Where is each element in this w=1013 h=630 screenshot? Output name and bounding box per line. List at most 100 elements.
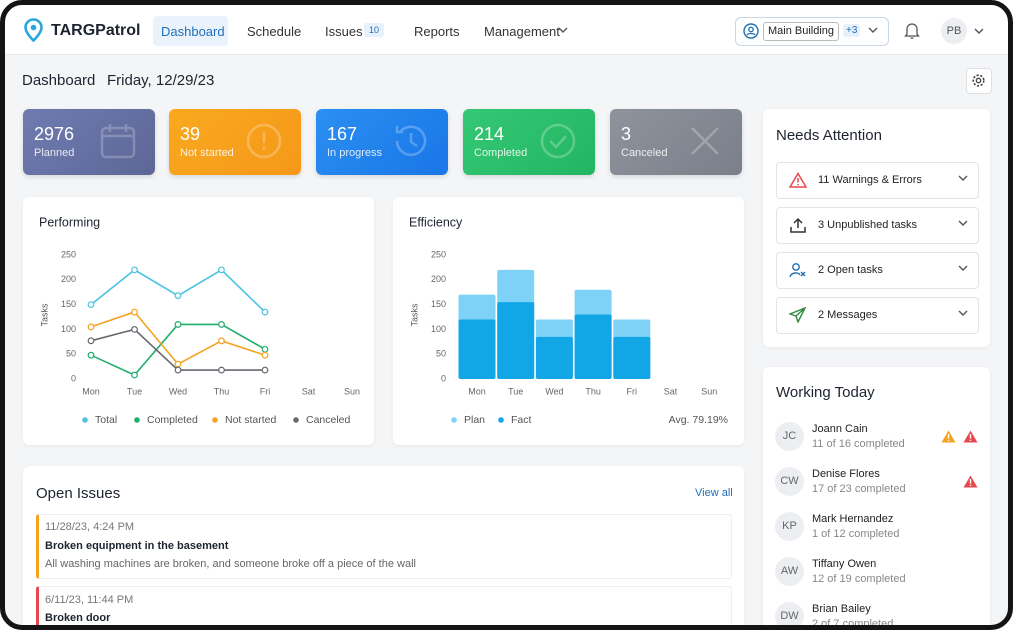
section-title: Needs Attention xyxy=(776,127,882,144)
y-tick-label: 150 xyxy=(431,299,446,309)
stat-card[interactable]: 167 In progress xyxy=(316,109,448,175)
y-tick-label: 250 xyxy=(61,249,76,259)
badge: 10 xyxy=(364,23,385,37)
nav-item[interactable]: Issues xyxy=(325,24,363,39)
attention-item[interactable]: 3 Unpublished tasks xyxy=(776,207,979,244)
legend-marker xyxy=(293,417,299,423)
person-name[interactable]: Tiffany Owen xyxy=(812,558,877,570)
point xyxy=(261,308,269,316)
point xyxy=(174,360,182,368)
nav-item[interactable]: Management xyxy=(484,24,560,39)
person-progress: 1 of 12 completed xyxy=(812,528,900,540)
error-icon xyxy=(963,475,978,488)
point xyxy=(131,308,138,316)
issue-item[interactable] xyxy=(36,586,732,630)
point xyxy=(131,325,138,333)
upload-icon xyxy=(790,217,806,233)
legend-marker xyxy=(134,417,140,423)
stat-card[interactable]: 3 Canceled xyxy=(610,109,742,175)
y-axis-label: Tasks xyxy=(409,303,419,327)
point xyxy=(174,366,182,374)
attention-item[interactable]: 11 Warnings & Errors xyxy=(776,162,979,199)
issue-title: Broken door xyxy=(45,612,111,624)
issue-date: 6/11/23, 11:44 PM xyxy=(45,594,134,606)
section-title: Open Issues xyxy=(36,485,121,502)
nav-item[interactable]: Reports xyxy=(414,24,460,39)
bar xyxy=(458,319,496,379)
x-tick-label: Sun xyxy=(344,386,360,396)
issue-date: 11/28/23, 4:24 PM xyxy=(45,521,135,533)
x-tick-label: Fri xyxy=(627,386,638,396)
logo-icon xyxy=(24,18,43,42)
point xyxy=(131,371,138,379)
legend-marker xyxy=(451,417,457,423)
point xyxy=(218,337,225,345)
point xyxy=(261,345,269,353)
point xyxy=(218,366,225,374)
avatar: KP xyxy=(775,512,804,541)
brand: TARGPatrol xyxy=(51,22,141,39)
point xyxy=(87,337,95,345)
stat-card[interactable]: 2976 Planned xyxy=(23,109,155,175)
bell-icon[interactable] xyxy=(904,21,920,40)
attention-item[interactable]: 2 Messages xyxy=(776,297,979,334)
stat-card[interactable]: 39 Not started xyxy=(169,109,301,175)
x-tick-label: Tue xyxy=(127,386,142,396)
issue-text: All washing machines are broken, and som… xyxy=(45,558,416,570)
x-tick-label: Fri xyxy=(260,386,271,396)
stat-label: Canceled xyxy=(621,147,668,159)
point xyxy=(87,323,95,331)
chevron xyxy=(958,220,968,226)
error-icon xyxy=(963,430,978,443)
point xyxy=(261,351,269,359)
person-name[interactable]: Joann Cain xyxy=(812,423,868,435)
location-name: Main Building xyxy=(763,22,840,41)
person-name[interactable]: Denise Flores xyxy=(812,468,880,480)
user-avatar[interactable]: PB xyxy=(941,18,967,44)
x-tick-label: Thu xyxy=(214,386,230,396)
chart: Performing Tasks 0 50 100 150 200 250 Mon Tue Wed T… xyxy=(39,215,360,426)
y-tick-label: 100 xyxy=(431,324,446,334)
x-tick-label: Thu xyxy=(585,386,601,396)
warning-icon xyxy=(941,430,956,443)
point xyxy=(218,321,225,328)
nav-item[interactable]: Schedule xyxy=(247,24,302,39)
point xyxy=(174,292,182,300)
bar xyxy=(497,302,535,379)
stat-icon xyxy=(246,123,282,159)
chevron xyxy=(558,27,568,33)
user-x-icon xyxy=(789,263,806,278)
x-tick-label: Sat xyxy=(664,386,678,396)
point xyxy=(87,301,95,308)
stat-icon xyxy=(395,125,427,157)
page-title: Dashboard xyxy=(22,72,96,89)
stat-card[interactable]: 214 Completed xyxy=(463,109,595,175)
y-tick-label: 50 xyxy=(436,349,446,359)
attention-item[interactable]: 2 Open tasks xyxy=(776,252,979,289)
legend-label: Plan xyxy=(464,414,485,426)
working-card xyxy=(763,367,990,630)
stat-value: 2976 xyxy=(34,124,75,144)
location-selector[interactable] xyxy=(735,17,889,46)
person-progress: 11 of 16 completed xyxy=(812,438,905,450)
stat-label: Completed xyxy=(474,147,528,159)
legend-marker xyxy=(212,417,218,423)
person-name[interactable]: Mark Hernandez xyxy=(812,513,894,525)
issue-item[interactable] xyxy=(36,514,732,579)
page-date: Friday, 12/29/23 xyxy=(107,72,215,89)
send-icon xyxy=(789,307,807,323)
stat-label: Not started xyxy=(180,147,234,159)
avatar: AW xyxy=(775,557,804,586)
person-name[interactable]: Brian Bailey xyxy=(812,603,871,615)
chart-title: Performing xyxy=(39,215,100,229)
settings-button[interactable] xyxy=(966,68,992,94)
chevron xyxy=(958,265,968,271)
view-all-link[interactable]: View all xyxy=(695,487,733,499)
warning-icon xyxy=(789,172,807,188)
y-tick-label: 50 xyxy=(66,349,76,359)
nav-item[interactable]: Dashboard xyxy=(161,24,225,39)
stat-label: Planned xyxy=(34,147,75,159)
line xyxy=(90,268,266,313)
legend-label: Completed xyxy=(147,414,198,426)
